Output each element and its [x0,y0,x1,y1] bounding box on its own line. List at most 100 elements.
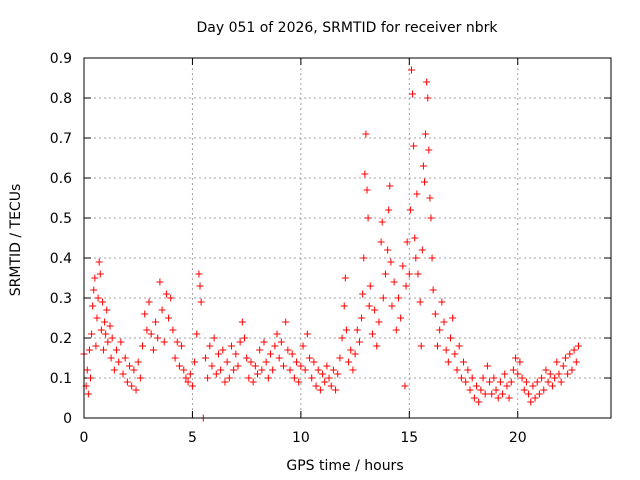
data-point [362,130,370,138]
data-point [501,370,509,378]
data-point [275,354,283,362]
data-point [568,366,576,374]
data-point [94,294,102,302]
data-point [416,298,424,306]
data-point [405,270,413,278]
data-point [121,354,129,362]
data-point [271,342,279,350]
data-point [533,378,541,386]
data-point [342,326,350,334]
data-point [364,214,372,222]
data-point [92,342,100,350]
data-point [499,390,507,398]
data-point [316,386,324,394]
data-point [156,278,164,286]
data-point [139,342,147,350]
data-point [126,362,134,370]
data-point [256,346,264,354]
data-point [514,370,522,378]
data-point [438,298,446,306]
data-point [243,354,251,362]
data-point [91,274,99,282]
data-point [570,346,578,354]
data-point [280,362,288,370]
data-point [470,394,478,402]
data-point [466,386,474,394]
data-point [329,366,337,374]
data-point [160,338,168,346]
data-point [269,366,277,374]
data-point [426,194,434,202]
data-point [197,298,205,306]
data-point [284,346,292,354]
data-point [373,342,381,350]
data-point [414,270,422,278]
data-point [548,382,556,390]
data-point [424,94,432,102]
data-point [96,270,104,278]
data-point [301,366,309,374]
data-point [440,318,448,326]
plot-frame [83,57,612,419]
data-point [481,390,489,398]
data-point [431,310,439,318]
y-tick-label: 0.7 [50,131,72,147]
data-point [306,354,314,362]
data-point [130,366,138,374]
data-point [345,358,353,366]
data-point [321,378,329,386]
x-tick-label: 15 [400,430,418,446]
data-point [375,318,383,326]
data-point [436,326,444,334]
data-point [165,314,173,322]
data-point [162,290,170,298]
data-point [447,334,455,342]
data-point [230,366,238,374]
chart-title: Day 051 of 2026, SRMTID for receiver nbr… [196,20,498,36]
data-point [429,286,437,294]
data-point [89,302,97,310]
data-point [505,394,513,402]
data-point [358,314,366,322]
data-point [428,254,436,262]
data-point [540,386,548,394]
data-point [184,378,192,386]
data-point [95,258,103,266]
data-point [365,302,373,310]
data-point [527,398,535,406]
data-point [388,302,396,310]
data-point [97,326,105,334]
data-point [88,330,96,338]
data-point [392,326,400,334]
data-point [420,178,428,186]
data-point [115,358,123,366]
data-point [188,382,196,390]
data-point [325,374,333,382]
y-tick-label: 0.2 [50,331,72,347]
data-point [538,374,546,382]
data-point [128,382,136,390]
y-tick-label: 0.5 [50,211,72,227]
data-point [171,354,179,362]
data-point [409,90,417,98]
data-point [102,330,110,338]
data-point [494,394,502,402]
data-point [347,346,355,354]
data-point [186,370,194,378]
data-point [107,354,115,362]
data-point [531,394,539,402]
data-point [98,298,106,306]
data-point [564,370,572,378]
data-point [379,294,387,302]
data-point [132,386,140,394]
data-point [175,362,183,370]
data-point [110,366,118,374]
data-point [327,382,335,390]
data-point [158,306,166,314]
x-axis-label: GPS time / hours [286,458,403,474]
axis-ticks [83,57,611,419]
data-point [407,66,415,74]
data-point [288,350,296,358]
data-point [297,362,305,370]
